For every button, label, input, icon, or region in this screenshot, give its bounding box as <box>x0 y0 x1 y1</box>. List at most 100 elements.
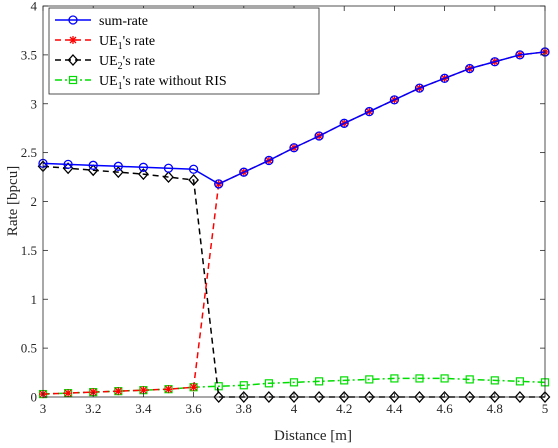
y-tick-label-7: 3.5 <box>21 47 37 62</box>
data-point-2-20 <box>539 391 551 403</box>
legend-entry-3: UE1's rate without RIS <box>55 74 227 92</box>
data-point-0-16 <box>439 73 450 83</box>
data-point-3-9 <box>264 379 273 388</box>
data-point-3-13 <box>365 375 374 384</box>
legend-label-1: UE1's rate <box>99 34 155 52</box>
series-0 <box>38 47 550 189</box>
y-tick-label-6: 3 <box>31 96 38 111</box>
legend-marker-0 <box>68 15 78 25</box>
data-point-2-14 <box>389 391 400 403</box>
data-point-2-13 <box>363 391 375 403</box>
legend-marker-1 <box>69 36 77 44</box>
data-point-3-10 <box>289 378 299 387</box>
legend-marker-2 <box>67 54 79 66</box>
y-tick-label-1: 0.5 <box>21 341 37 356</box>
data-point-0-6 <box>188 164 199 174</box>
data-point-2-12 <box>338 391 350 403</box>
data-point-0-8 <box>239 167 249 177</box>
data-point-0-17 <box>465 63 475 74</box>
series-line-0 <box>42 51 546 185</box>
y-tick-label-0: 0 <box>31 390 38 405</box>
data-point-2-11 <box>313 391 325 403</box>
data-point-3-18 <box>490 376 499 385</box>
data-point-0-11 <box>314 131 324 141</box>
x-tick-label-5: 4 <box>291 401 298 416</box>
data-point-1-4 <box>139 386 148 395</box>
data-point-0-15 <box>414 83 425 93</box>
data-point-3-8 <box>239 381 248 390</box>
data-point-1-6 <box>189 383 198 392</box>
legend-label-0: sum-rate <box>99 14 148 29</box>
data-point-0-7 <box>214 179 224 189</box>
y-axis-label: Rate [bpcu] <box>5 166 21 236</box>
plot-area <box>37 47 551 403</box>
data-point-3-17 <box>465 375 474 384</box>
y-tick-label-2: 1 <box>31 292 38 307</box>
axes: 3 3.2 3.4 3.6 3.8 4 4.2 4.4 4.6 4.8 5 0 0.5 1 1.5 2 2.5 3… <box>21 0 549 416</box>
legend-entry-2: UE2's rate <box>55 54 155 72</box>
data-point-3-7 <box>214 382 223 391</box>
data-point-1-3 <box>114 387 123 396</box>
legend: sum-rate UE1's rate UE2's rate UE1's rate w… <box>48 7 320 95</box>
data-point-1-5 <box>164 385 173 394</box>
x-tick-label-4: 3.8 <box>236 401 252 416</box>
series-line-2 <box>42 165 545 398</box>
y-tick-label-3: 1.5 <box>21 243 37 258</box>
legend-entry-1: UE1's rate <box>55 34 155 52</box>
series-line-1 <box>42 51 546 395</box>
data-point-0-10 <box>289 143 299 153</box>
data-point-2-18 <box>489 391 501 403</box>
data-point-0-9 <box>264 155 274 166</box>
x-tick-label-10: 5 <box>542 401 549 416</box>
y-tick-label-5: 2.5 <box>21 145 37 160</box>
series-2 <box>37 160 551 403</box>
legend-marker-3 <box>68 75 78 85</box>
data-point-0-14 <box>389 95 400 105</box>
x-tick-label-3: 3.6 <box>185 401 202 416</box>
data-point-2-9 <box>263 391 275 403</box>
legend-label-2: UE2's rate <box>99 54 155 72</box>
data-point-2-6 <box>188 174 199 186</box>
data-point-2-16 <box>439 391 450 403</box>
data-point-2-3 <box>112 166 124 179</box>
data-point-1-1 <box>64 389 73 398</box>
x-tick-label-2: 3.4 <box>135 401 152 416</box>
legend-entry-0: sum-rate <box>55 14 148 29</box>
y-tick-label-8: 4 <box>31 0 38 14</box>
x-axis-label: Distance [m] <box>274 428 352 444</box>
data-point-0-4 <box>138 162 149 172</box>
x-tick-label-6: 4.2 <box>336 401 352 416</box>
x-tick-label-8: 4.6 <box>436 401 453 416</box>
data-point-2-4 <box>138 168 149 181</box>
data-point-3-15 <box>415 374 424 383</box>
data-point-2-7 <box>213 391 225 403</box>
data-point-2-17 <box>464 391 476 403</box>
x-tick-label-1: 3.2 <box>85 401 101 416</box>
y-tick-label-4: 2 <box>31 194 38 209</box>
data-point-0-5 <box>163 163 174 173</box>
legend-box <box>48 7 320 95</box>
data-point-3-11 <box>315 377 324 386</box>
data-point-0-18 <box>490 57 500 67</box>
x-tick-label-0: 3 <box>40 401 47 416</box>
data-point-3-19 <box>515 377 525 386</box>
data-point-0-19 <box>515 50 525 60</box>
x-tick-label-9: 4.8 <box>487 401 503 416</box>
data-point-2-15 <box>414 391 425 403</box>
legend-label-3: UE1's rate without RIS <box>99 74 227 92</box>
series-1 <box>39 47 549 399</box>
data-point-0-13 <box>364 106 374 117</box>
data-point-0-1 <box>63 159 73 170</box>
x-tick-label-7: 4.4 <box>386 401 403 416</box>
data-point-2-5 <box>163 171 174 184</box>
data-point-3-16 <box>440 374 449 383</box>
data-point-2-8 <box>238 391 250 403</box>
series-line-3 <box>42 377 546 395</box>
data-point-2-19 <box>514 391 526 403</box>
data-point-0-3 <box>113 161 123 171</box>
data-point-0-2 <box>88 160 98 170</box>
data-point-2-10 <box>288 391 300 403</box>
data-point-3-12 <box>340 376 349 385</box>
data-point-3-14 <box>390 374 399 383</box>
